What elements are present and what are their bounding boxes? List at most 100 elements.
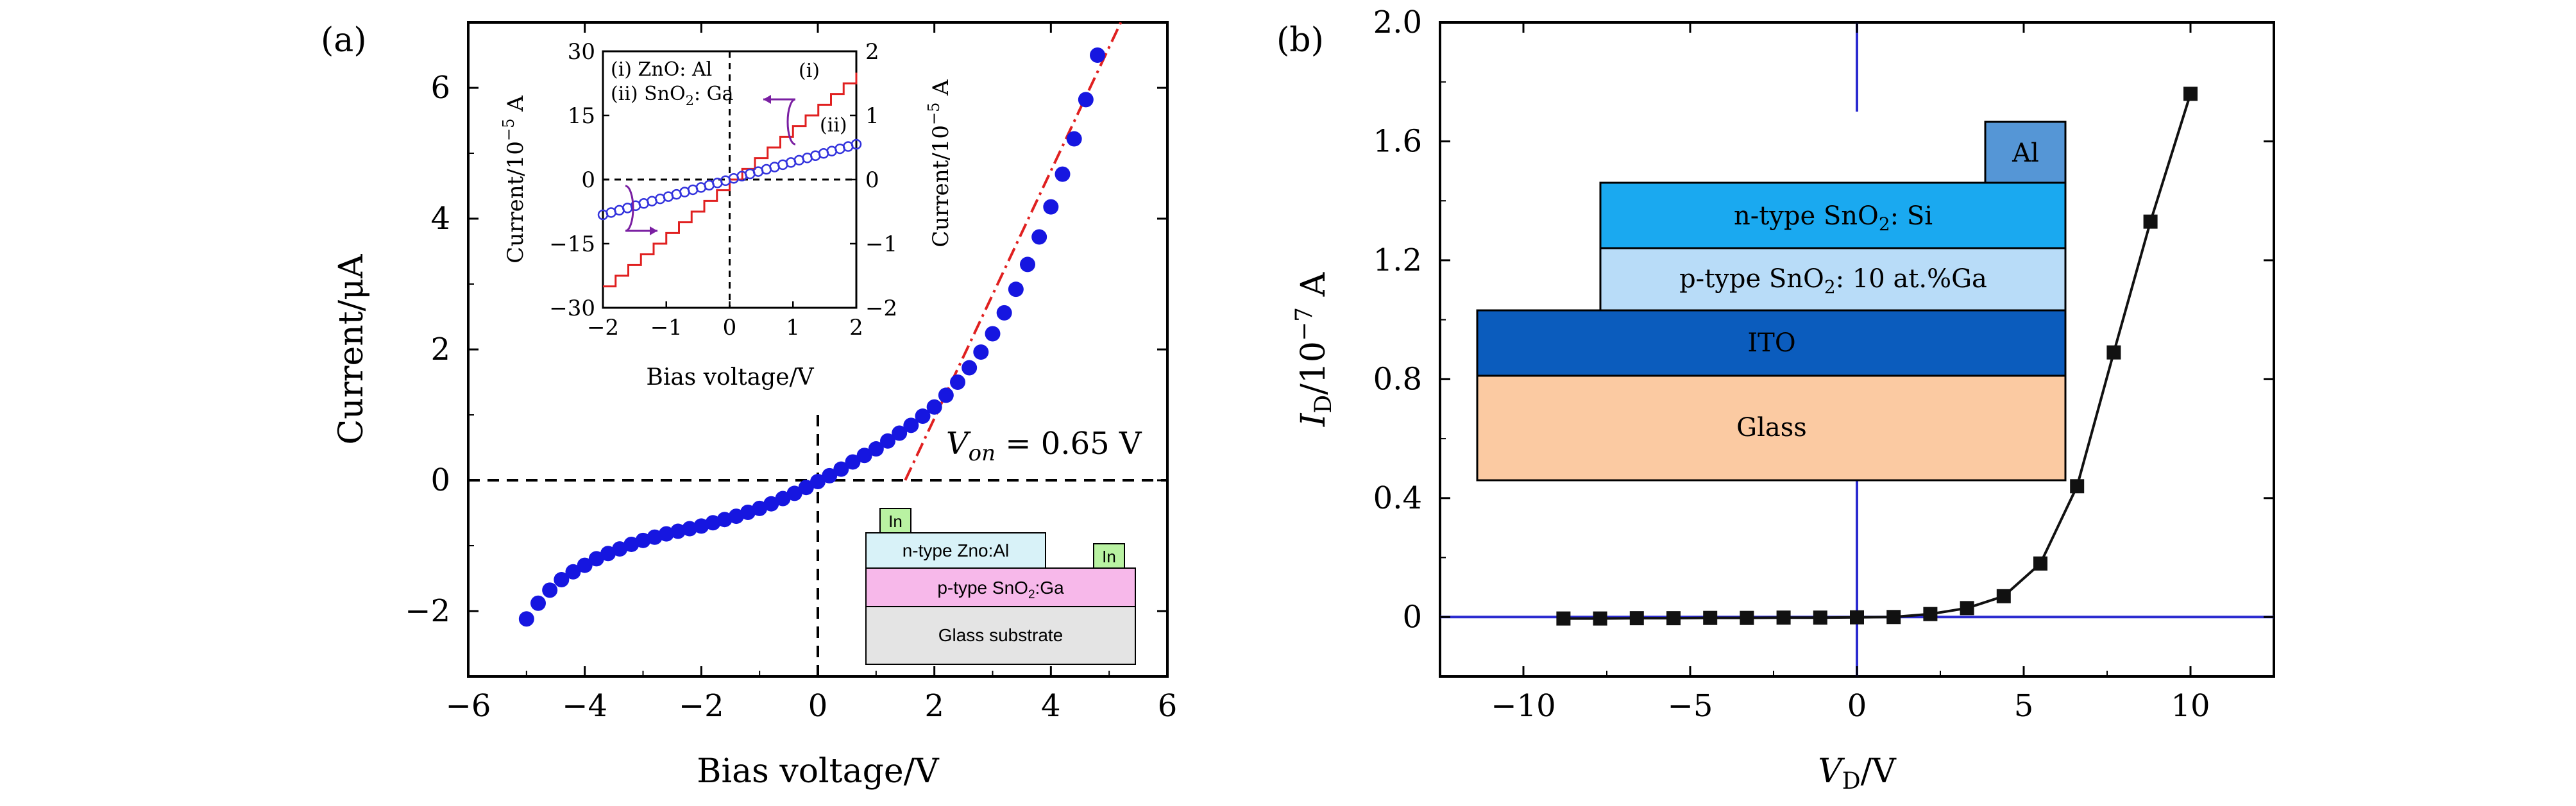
y-tick-label: 2.0 [1373, 4, 1422, 40]
data-point [1813, 610, 1827, 625]
data-point [1666, 611, 1681, 626]
panel-b-y-axis-label: ID/10−7 A [1291, 271, 1337, 427]
inset-curve-label-i: (i) [799, 60, 820, 82]
panel-b-label: (b) [1276, 21, 1324, 60]
y-tick-label: 1.6 [1373, 123, 1422, 159]
y-tick-label: 0.4 [1373, 480, 1422, 516]
layer-n-label-b: n-type SnO2: Si [1734, 201, 1933, 235]
panel-a-plot-area [468, 22, 1167, 676]
data-point [962, 360, 978, 376]
layer-p-sno2-ga-b [1599, 247, 2067, 312]
panel-a-y-ticks: −2 0 2 4 6 [405, 22, 1167, 629]
data-point [1078, 92, 1094, 108]
inset-legend-i: (i) ZnO: Al [611, 58, 712, 81]
inset-right-tick-label: −1 [865, 231, 897, 257]
data-point [1996, 589, 2011, 603]
data-point [856, 448, 872, 464]
data-point [1020, 256, 1035, 273]
x-tick-label: −10 [1491, 688, 1555, 724]
inset-right-tick-label: 0 [865, 167, 879, 193]
data-point [577, 557, 593, 573]
inset-arrow-right-curve [786, 98, 796, 146]
x-tick-label: −5 [1668, 688, 1713, 724]
inset-x-tick-label: 2 [849, 315, 863, 340]
data-point [1629, 611, 1644, 626]
inset-left-tick-label: 30 [568, 39, 595, 65]
data-point [530, 595, 546, 611]
data-point [880, 433, 895, 449]
layer-n-label: n-type Zno:Al [902, 541, 1010, 560]
inset-x-tick-label: −2 [587, 315, 619, 340]
panel-a-y-axis-label: Current/μA [332, 253, 371, 444]
data-point [892, 425, 908, 441]
inset-plot-area [597, 51, 862, 308]
data-point [658, 526, 674, 542]
data-point [623, 536, 640, 552]
inset-arrowhead-right [650, 226, 657, 235]
data-point [2033, 556, 2047, 571]
inset-arrowhead-left [763, 95, 771, 104]
substrate-label: Glass substrate [938, 625, 1063, 645]
panel-b-device-schematic: Al n-type SnO2: Si p-type SnO2: 10 at.%G… [1476, 121, 2067, 482]
layer-p-label-b: p-type SnO2: 10 at.%Ga [1679, 264, 1987, 298]
data-point [740, 504, 756, 520]
panel-a-device-schematic: In n-type Zno:Al In p-type SnO2:Ga Glass… [865, 508, 1136, 665]
data-point [985, 326, 1001, 342]
inset-left-tick-label: −30 [549, 296, 595, 321]
data-point [1886, 610, 1901, 625]
panel-b-plot-area [1440, 22, 2274, 676]
data-point [763, 496, 779, 512]
x-tick-label: 10 [2171, 688, 2210, 724]
inset-right-y-label: Current/10−5 A [925, 80, 954, 248]
y-tick-label: 6 [430, 70, 450, 106]
data-point [775, 491, 791, 507]
panel-b-x-ticks: −10 −5 0 5 10 [1439, 22, 2275, 724]
data-point [938, 387, 954, 403]
data-point [2143, 214, 2158, 229]
data-point [2070, 479, 2085, 494]
data-point [1043, 199, 1059, 215]
data-point [798, 480, 814, 496]
data-point [2106, 345, 2121, 360]
layer-al-label: Al [2012, 139, 2039, 168]
data-point [822, 467, 838, 483]
inset-x-tick-label: 1 [786, 315, 800, 340]
data-point [565, 564, 581, 580]
data-point [612, 541, 628, 557]
data-point [1593, 611, 1607, 626]
inset-arrow-left-curve [625, 185, 634, 232]
y-tick-label: 0.8 [1373, 361, 1422, 397]
von-subscript: on [969, 441, 996, 466]
data-point [670, 523, 686, 539]
x-tick-label: 5 [2014, 688, 2034, 724]
data-point [1740, 610, 1754, 625]
inset-left-tick-label: 15 [568, 103, 595, 129]
data-point [833, 461, 849, 477]
x-tick-label: 0 [1847, 688, 1867, 724]
layer-al [1984, 121, 2067, 184]
layer-glass [1476, 374, 2067, 482]
data-point [1066, 131, 1082, 147]
data-point [588, 551, 604, 567]
layer-ito-label: ITO [1747, 328, 1795, 358]
data-point [903, 417, 919, 433]
data-point [1703, 610, 1718, 625]
contact-right [1093, 543, 1125, 569]
inset-ticks: −2 −1 0 1 2 30 15 0 −15 −30 2 1 0 −1 −2 [549, 39, 897, 340]
layer-glass-label: Glass [1736, 413, 1807, 442]
inset-left-y-label: Current/10−5 A [500, 96, 529, 264]
panel-a-von-annotation: Von = 0.65 V [946, 426, 1142, 466]
x-tick-label: −4 [562, 688, 607, 724]
data-point [1031, 229, 1047, 245]
panel-b: (b) −10 −5 0 5 10 0 0.4 0.8 1.2 1.6 2.0 VD/V ID/1… [1276, 4, 2275, 794]
von-symbol: V [946, 426, 971, 462]
data-point [950, 374, 965, 390]
data-point [752, 500, 768, 516]
data-point [926, 399, 942, 415]
x-tick-label: −6 [446, 688, 491, 724]
data-point [600, 546, 616, 562]
y-tick-label: 2 [430, 332, 450, 367]
data-point [554, 572, 570, 588]
inset-left-tick-label: 0 [581, 167, 595, 193]
y-tick-label: −2 [405, 593, 450, 629]
